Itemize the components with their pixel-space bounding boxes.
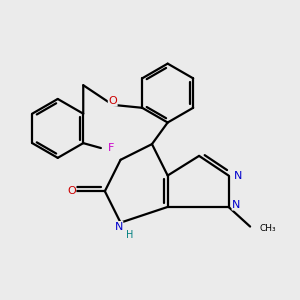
Text: H: H [126,230,133,240]
Text: CH₃: CH₃ [260,224,277,233]
Text: N: N [114,222,123,232]
Text: F: F [108,143,114,153]
Text: O: O [108,96,117,106]
Text: N: N [232,200,241,210]
Text: O: O [67,186,76,196]
Text: N: N [234,170,242,181]
